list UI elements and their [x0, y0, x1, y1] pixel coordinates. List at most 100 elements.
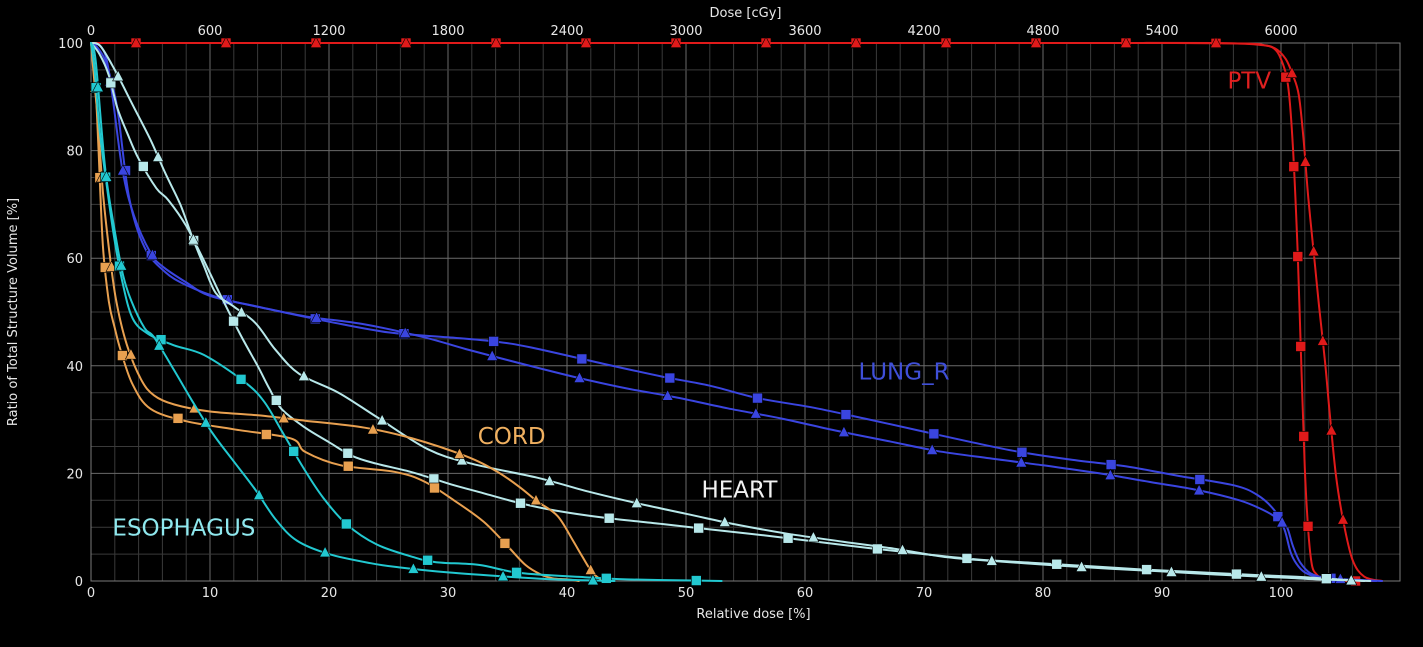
- top-tick-label: 1800: [431, 24, 464, 39]
- data-point-square: [172, 413, 184, 424]
- data-point-triangle: [253, 488, 266, 500]
- series-line: [90, 42, 616, 582]
- data-point-square: [342, 447, 354, 459]
- x-tick-label: 80: [1035, 586, 1052, 601]
- data-point-square: [603, 512, 615, 524]
- data-point-square: [1298, 431, 1310, 442]
- data-point-square: [1105, 459, 1117, 470]
- data-point-triangle: [297, 369, 310, 381]
- data-point-square: [261, 429, 272, 440]
- top-axis-title: Dose [cGy]: [710, 6, 782, 21]
- data-point-square: [342, 460, 354, 472]
- data-point-triangle: [1255, 569, 1268, 582]
- structure-labels: PTV LUNG_R CORD HEART ESOPHAGUS: [112, 69, 1271, 542]
- data-point-square: [752, 392, 763, 404]
- data-point-triangle: [1015, 455, 1028, 468]
- data-point-triangle: [1193, 483, 1206, 496]
- series-line: [90, 42, 1372, 582]
- data-point-triangle: [124, 347, 137, 360]
- top-tick-label: 4800: [1026, 24, 1059, 39]
- series: [88, 36, 1384, 587]
- data-point-triangle: [310, 36, 322, 48]
- data-point-triangle: [220, 36, 232, 48]
- data-point-triangle: [235, 305, 248, 318]
- data-point-triangle: [1325, 423, 1338, 436]
- data-point-triangle: [115, 259, 128, 271]
- x-tick-label: 60: [797, 586, 814, 601]
- data-point-square: [928, 428, 940, 440]
- data-point-triangle: [310, 311, 323, 323]
- structure-label-esophagus: ESOPHAGUS: [112, 515, 255, 541]
- top-tick-label: 1200: [312, 24, 345, 39]
- data-point-triangle: [661, 389, 674, 401]
- data-point-square: [429, 482, 440, 494]
- data-point-triangle: [573, 371, 586, 383]
- data-point-square: [235, 374, 247, 385]
- data-point-triangle: [1030, 36, 1042, 48]
- data-point-triangle: [112, 69, 125, 82]
- data-point-triangle: [529, 493, 542, 506]
- data-point-triangle: [985, 554, 998, 566]
- y-tick-label: 100: [58, 37, 83, 52]
- top-tick-label: 2400: [550, 24, 583, 39]
- series-esophagus-triangle: [90, 42, 616, 586]
- data-point-triangle: [1276, 515, 1289, 528]
- x-tick-label: 50: [678, 586, 695, 601]
- top-tick-label: 600: [198, 24, 223, 39]
- x-tick-label: 40: [559, 586, 576, 601]
- data-point-square: [499, 538, 511, 549]
- series-line: [90, 41, 1384, 582]
- structure-label-cord: CORD: [478, 424, 546, 450]
- data-point-triangle: [543, 474, 556, 486]
- data-point-triangle: [455, 453, 468, 466]
- data-point-square: [137, 161, 149, 172]
- data-point-triangle: [1307, 244, 1320, 257]
- data-point-square: [428, 473, 440, 485]
- data-point-triangle: [400, 36, 412, 48]
- x-tick-label: 100: [1269, 586, 1294, 601]
- top-tick-label: 5400: [1145, 24, 1178, 39]
- data-point-triangle: [749, 407, 762, 419]
- data-point-square: [691, 575, 702, 586]
- y-tick-label: 60: [66, 252, 83, 267]
- data-point-triangle: [850, 36, 862, 48]
- data-point-square: [840, 409, 852, 420]
- top-tick-label: 3000: [669, 24, 702, 39]
- data-point-triangle: [319, 545, 332, 558]
- data-point-square: [664, 372, 676, 384]
- data-point-triangle: [152, 150, 165, 162]
- data-point-square: [1288, 161, 1300, 172]
- data-point-triangle: [1120, 36, 1132, 48]
- data-point-triangle: [146, 248, 159, 260]
- data-point-square: [872, 543, 883, 555]
- data-point-triangle: [490, 36, 502, 48]
- top-tick-label: 3600: [788, 24, 821, 39]
- data-point-triangle: [1337, 513, 1350, 525]
- data-point-square: [515, 497, 526, 509]
- data-point-triangle: [926, 443, 939, 455]
- data-point-triangle: [366, 422, 379, 435]
- series-line: [90, 42, 580, 582]
- data-point-triangle: [718, 515, 731, 527]
- top-tick-label: 6000: [1264, 24, 1297, 39]
- data-point-triangle: [584, 563, 597, 575]
- data-point-triangle: [586, 573, 599, 586]
- data-point-square: [1272, 511, 1284, 522]
- y-tick-label: 20: [66, 467, 83, 482]
- data-point-square: [1302, 521, 1314, 532]
- top-tick-label: 4200: [907, 24, 940, 39]
- data-point-square: [693, 522, 704, 534]
- data-point-triangle: [153, 339, 166, 351]
- data-point-triangle: [100, 170, 113, 182]
- structure-label-lung-r: LUNG_R: [859, 359, 950, 385]
- series-ptv-triangle: [90, 36, 1384, 582]
- data-point-triangle: [1285, 66, 1298, 78]
- data-point-triangle: [399, 326, 412, 338]
- y-axis-title: Ratio of Total Structure Volume [%]: [6, 198, 21, 426]
- y-tick-label: 40: [66, 360, 83, 375]
- grid: [90, 42, 1401, 582]
- data-point-triangle: [497, 569, 510, 582]
- data-point-triangle: [453, 447, 466, 459]
- series-heart-triangle: [90, 42, 1372, 586]
